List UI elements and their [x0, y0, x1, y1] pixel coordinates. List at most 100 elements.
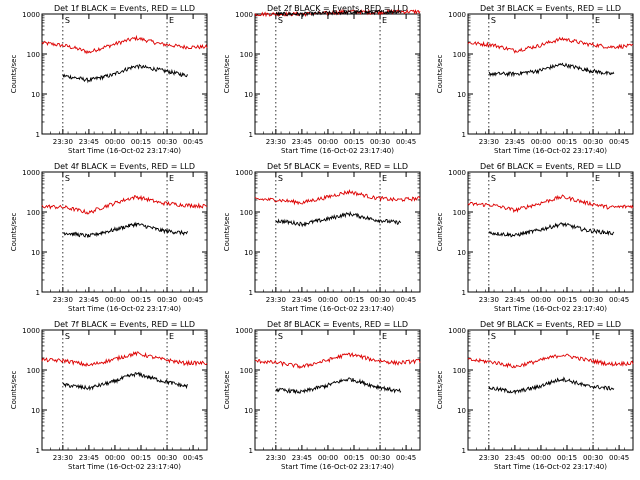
y-tick-label: 1: [462, 289, 466, 297]
end-marker-label: E: [595, 332, 600, 341]
x-tick-label: 23:45: [505, 454, 525, 462]
y-tick-label: 1: [36, 131, 40, 139]
panel-title: Det 1f BLACK = Events, RED = LLD: [54, 4, 195, 13]
y-tick-label: 10: [31, 91, 40, 99]
end-marker-label: E: [595, 174, 600, 183]
x-tick-label: 23:45: [505, 296, 525, 304]
x-axis-label: Start Time (16-Oct-02 23:17:40): [494, 305, 607, 313]
y-tick-label: 1: [249, 131, 253, 139]
x-tick-label: 00:15: [557, 454, 577, 462]
end-marker-label: E: [169, 16, 174, 25]
panel-title: Det 9f BLACK = Events, RED = LLD: [480, 320, 621, 329]
y-tick-label: 10: [457, 249, 466, 257]
x-tick-label: 00:00: [318, 454, 338, 462]
x-tick-label: 00:30: [583, 138, 603, 146]
x-tick-label: 23:45: [79, 138, 99, 146]
end-marker-label: E: [169, 332, 174, 341]
y-axis-label: Counts/sec: [436, 213, 444, 252]
x-tick-label: 00:30: [370, 138, 390, 146]
detector-panel-1: Det 1f BLACK = Events, RED = LLD 1 10 100 10…: [10, 4, 208, 155]
y-tick-label: 100: [240, 367, 253, 375]
y-axis-label: Counts/sec: [10, 213, 18, 252]
plot-frame: [254, 13, 421, 135]
x-tick-label: 00:45: [396, 454, 416, 462]
start-marker-label: S: [491, 332, 496, 341]
x-tick-label: 00:30: [157, 296, 177, 304]
events-series-line: [62, 221, 189, 238]
x-axis-label: Start Time (16-Oct-02 23:17:40): [494, 147, 607, 155]
detector-panel-3: Det 3f BLACK = Events, RED = LLD 1 10 100 10…: [436, 4, 634, 155]
y-tick-label: 10: [31, 407, 40, 415]
start-marker-label: S: [491, 16, 496, 25]
x-tick-label: 23:30: [266, 138, 286, 146]
y-tick-label: 100: [453, 367, 466, 375]
y-tick-label: 100: [453, 209, 466, 217]
plot-frame: [254, 171, 421, 293]
y-tick-label: 10: [244, 407, 253, 415]
lld-series-line: [254, 352, 421, 369]
x-tick-label: 00:15: [344, 454, 364, 462]
lld-series-line: [254, 189, 421, 206]
detector-panel-5: Det 5f BLACK = Events, RED = LLD 1 10 100 10…: [223, 162, 421, 313]
x-tick-label: 23:30: [479, 296, 499, 304]
y-tick-label: 10: [31, 249, 40, 257]
y-tick-label: 1000: [235, 11, 253, 19]
x-tick-label: 00:30: [370, 454, 390, 462]
end-marker-label: E: [382, 16, 387, 25]
start-marker-label: S: [278, 332, 283, 341]
x-axis-label: Start Time (16-Oct-02 23:17:40): [68, 147, 181, 155]
x-tick-label: 00:45: [183, 296, 203, 304]
lld-series-line: [467, 36, 634, 54]
panel-title: Det 7f BLACK = Events, RED = LLD: [54, 320, 195, 329]
y-axis-label: Counts/sec: [223, 213, 231, 252]
y-tick-label: 100: [27, 51, 40, 59]
y-tick-label: 100: [27, 209, 40, 217]
x-tick-label: 00:00: [531, 454, 551, 462]
end-marker-label: E: [382, 332, 387, 341]
start-marker-label: S: [278, 174, 283, 183]
y-tick-label: 100: [27, 367, 40, 375]
y-tick-label: 1: [36, 447, 40, 455]
y-tick-label: 1: [36, 289, 40, 297]
y-axis-label: Counts/sec: [223, 55, 231, 94]
x-axis-label: Start Time (16-Oct-02 23:17:40): [494, 463, 607, 471]
y-tick-label: 1000: [448, 11, 466, 19]
panel-title: Det 8f BLACK = Events, RED = LLD: [267, 320, 408, 329]
detector-panel-2: Det 2f BLACK = Events, RED = LLD 1 10 100 10…: [223, 4, 421, 155]
x-tick-label: 00:00: [318, 296, 338, 304]
x-axis-label: Start Time (16-Oct-02 23:17:40): [281, 305, 394, 313]
x-tick-label: 23:45: [292, 454, 312, 462]
x-tick-label: 00:00: [105, 454, 125, 462]
events-series-line: [275, 8, 402, 18]
detector-panel-8: Det 8f BLACK = Events, RED = LLD 1 10 100 10…: [223, 320, 421, 471]
events-series-line: [62, 63, 188, 84]
x-tick-label: 23:30: [53, 454, 73, 462]
x-tick-label: 23:30: [266, 296, 286, 304]
x-tick-label: 23:45: [79, 296, 99, 304]
x-tick-label: 00:45: [396, 138, 416, 146]
events-series-line: [275, 377, 402, 395]
start-marker-label: S: [65, 174, 70, 183]
events-series-line: [488, 62, 615, 78]
y-tick-label: 1: [462, 131, 466, 139]
lld-series-line: [467, 353, 634, 369]
events-series-line: [488, 376, 615, 395]
y-tick-label: 10: [244, 249, 253, 257]
x-tick-label: 00:30: [157, 454, 177, 462]
detector-panel-7: Det 7f BLACK = Events, RED = LLD 1 10 100 10…: [10, 320, 208, 471]
x-tick-label: 00:00: [105, 138, 125, 146]
lld-series-line: [41, 34, 208, 55]
x-tick-label: 23:30: [266, 454, 286, 462]
y-tick-label: 1: [462, 447, 466, 455]
y-tick-label: 1: [249, 289, 253, 297]
y-axis-label: Counts/sec: [436, 371, 444, 410]
x-axis-label: Start Time (16-Oct-02 23:17:40): [281, 463, 394, 471]
x-tick-label: 00:45: [609, 296, 629, 304]
y-tick-label: 1000: [22, 11, 40, 19]
plot-frame: [41, 329, 208, 451]
plot-frame: [467, 13, 634, 135]
y-tick-label: 1000: [448, 327, 466, 335]
x-tick-label: 00:00: [531, 138, 551, 146]
x-tick-label: 00:15: [557, 296, 577, 304]
y-tick-label: 10: [457, 91, 466, 99]
